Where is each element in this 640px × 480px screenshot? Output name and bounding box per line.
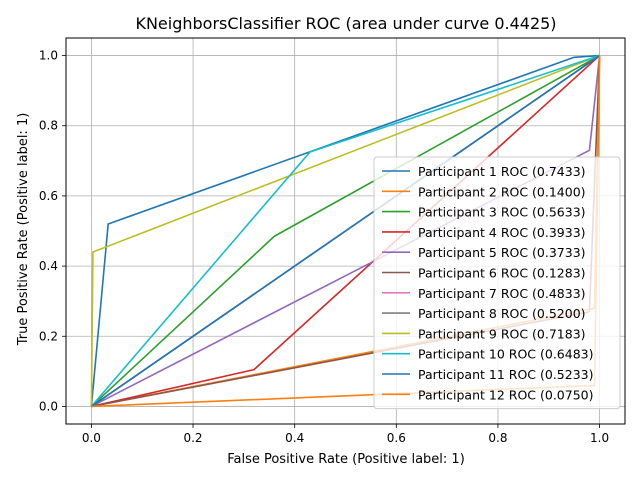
x-tick-label: 0.2 — [183, 431, 202, 445]
legend-label: Participant 6 ROC (0.1283) — [418, 266, 586, 281]
y-tick-label: 0.0 — [39, 399, 58, 413]
y-tick-label: 0.2 — [39, 329, 58, 343]
legend-box — [373, 156, 621, 410]
x-tick-label: 0.4 — [285, 431, 304, 445]
chart-title: KNeighborsClassifier ROC (area under cur… — [135, 14, 556, 33]
x-tick-label: 1.0 — [590, 431, 609, 445]
series-line-participant-10 — [90, 54, 600, 407]
series-line-participant-9 — [90, 54, 600, 407]
y-axis-ticks: 0.0 0.2 0.4 0.6 0.8 1.0 — [39, 49, 66, 413]
legend-label: Participant 9 ROC (0.7183) — [418, 326, 586, 341]
series-line-participant-11 — [90, 54, 601, 408]
legend-label: Participant 7 ROC (0.4833) — [418, 286, 586, 301]
legend-label: Participant 10 ROC (0.6483) — [418, 347, 593, 362]
x-tick-label: 0.6 — [387, 431, 406, 445]
legend-label: Participant 12 ROC (0.0750) — [418, 387, 593, 402]
x-axis-ticks: 0.0 0.2 0.4 0.6 0.8 1.0 — [82, 424, 609, 445]
legend-label: Participant 4 ROC (0.3933) — [418, 225, 586, 240]
series-line-participant-3 — [90, 54, 600, 408]
legend-label: Participant 8 ROC (0.5200) — [418, 306, 586, 321]
legend-label: Participant 11 ROC (0.5233) — [418, 367, 593, 382]
y-tick-label: 0.6 — [39, 189, 58, 203]
y-tick-label: 0.4 — [39, 259, 58, 273]
x-axis-label: False Positive Rate (Positive label: 1) — [227, 452, 465, 467]
y-tick-label: 0.8 — [39, 119, 58, 133]
x-tick-label: 0.0 — [82, 431, 101, 445]
legend-label: Participant 2 ROC (0.1400) — [418, 184, 586, 199]
y-tick-label: 1.0 — [39, 49, 58, 63]
y-axis-label: True Positive Rate (Positive label: 1) — [16, 113, 31, 347]
legend-label: Participant 1 ROC (0.7433) — [418, 164, 586, 179]
plot-frame — [65, 37, 626, 425]
series-line-participant-1 — [90, 54, 600, 407]
legend-label: Participant 3 ROC (0.5633) — [418, 205, 586, 220]
x-tick-label: 0.8 — [488, 431, 507, 445]
legend: Participant 1 ROC (0.7433) Participant 2 … — [373, 156, 621, 410]
series-line-participant-5 — [91, 55, 601, 408]
legend-label: Participant 5 ROC (0.3733) — [418, 245, 586, 260]
